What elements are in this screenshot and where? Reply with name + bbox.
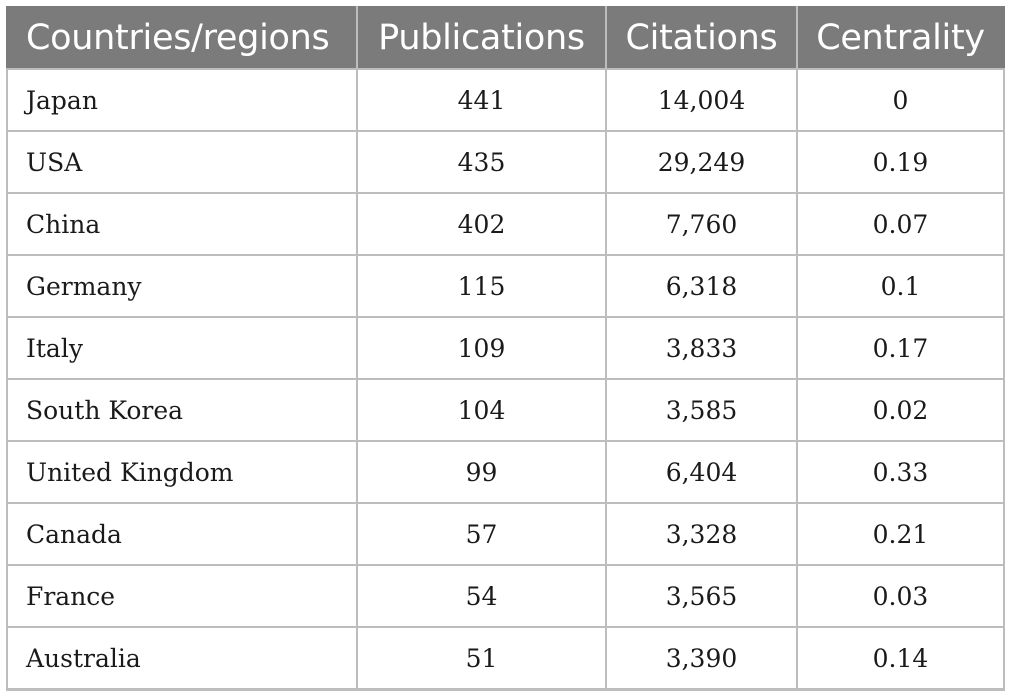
cell-citations: 3,565 bbox=[605, 564, 798, 628]
table-row: Japan 441 14,004 0 bbox=[6, 68, 1005, 132]
cell-citations: 3,585 bbox=[605, 378, 798, 442]
cell-publications: 104 bbox=[356, 378, 607, 442]
table-header: Countries/regions Publications Citations… bbox=[6, 6, 1005, 70]
cell-citations: 29,249 bbox=[605, 130, 798, 194]
cell-publications: 51 bbox=[356, 626, 607, 691]
cell-centrality: 0.03 bbox=[796, 564, 1005, 628]
cell-centrality: 0.14 bbox=[796, 626, 1005, 691]
cell-citations: 7,760 bbox=[605, 192, 798, 256]
country-publications-table: Countries/regions Publications Citations… bbox=[6, 6, 1005, 691]
cell-centrality: 0.1 bbox=[796, 254, 1005, 318]
table-row: Germany 115 6,318 0.1 bbox=[6, 254, 1005, 318]
cell-centrality: 0.17 bbox=[796, 316, 1005, 380]
cell-country: Canada bbox=[6, 502, 358, 566]
cell-centrality: 0 bbox=[796, 68, 1005, 132]
cell-publications: 115 bbox=[356, 254, 607, 318]
header-countries-regions: Countries/regions bbox=[6, 6, 358, 70]
cell-country: USA bbox=[6, 130, 358, 194]
header-citations: Citations bbox=[605, 6, 798, 70]
table-row: USA 435 29,249 0.19 bbox=[6, 130, 1005, 194]
table-row: China 402 7,760 0.07 bbox=[6, 192, 1005, 256]
cell-country: South Korea bbox=[6, 378, 358, 442]
cell-publications: 57 bbox=[356, 502, 607, 566]
cell-publications: 441 bbox=[356, 68, 607, 132]
table-row: France 54 3,565 0.03 bbox=[6, 564, 1005, 628]
cell-citations: 3,833 bbox=[605, 316, 798, 380]
header-centrality: Centrality bbox=[796, 6, 1005, 70]
cell-citations: 14,004 bbox=[605, 68, 798, 132]
cell-centrality: 0.07 bbox=[796, 192, 1005, 256]
cell-country: Japan bbox=[6, 68, 358, 132]
table-row: Australia 51 3,390 0.14 bbox=[6, 626, 1005, 691]
cell-centrality: 0.21 bbox=[796, 502, 1005, 566]
cell-country: China bbox=[6, 192, 358, 256]
cell-publications: 54 bbox=[356, 564, 607, 628]
cell-citations: 6,404 bbox=[605, 440, 798, 504]
table-row: Italy 109 3,833 0.17 bbox=[6, 316, 1005, 380]
data-table-container: Countries/regions Publications Citations… bbox=[6, 6, 1005, 691]
cell-publications: 109 bbox=[356, 316, 607, 380]
cell-country: Australia bbox=[6, 626, 358, 691]
table-row: South Korea 104 3,585 0.02 bbox=[6, 378, 1005, 442]
header-row: Countries/regions Publications Citations… bbox=[6, 6, 1005, 70]
cell-centrality: 0.19 bbox=[796, 130, 1005, 194]
cell-country: United Kingdom bbox=[6, 440, 358, 504]
table-row: Canada 57 3,328 0.21 bbox=[6, 502, 1005, 566]
table-body: Japan 441 14,004 0 USA 435 29,249 0.19 C… bbox=[6, 68, 1005, 691]
header-publications: Publications bbox=[356, 6, 607, 70]
cell-country: Germany bbox=[6, 254, 358, 318]
cell-centrality: 0.02 bbox=[796, 378, 1005, 442]
cell-citations: 3,328 bbox=[605, 502, 798, 566]
cell-citations: 3,390 bbox=[605, 626, 798, 691]
cell-centrality: 0.33 bbox=[796, 440, 1005, 504]
table-row: United Kingdom 99 6,404 0.33 bbox=[6, 440, 1005, 504]
cell-publications: 99 bbox=[356, 440, 607, 504]
cell-country: France bbox=[6, 564, 358, 628]
cell-publications: 435 bbox=[356, 130, 607, 194]
cell-publications: 402 bbox=[356, 192, 607, 256]
cell-country: Italy bbox=[6, 316, 358, 380]
cell-citations: 6,318 bbox=[605, 254, 798, 318]
